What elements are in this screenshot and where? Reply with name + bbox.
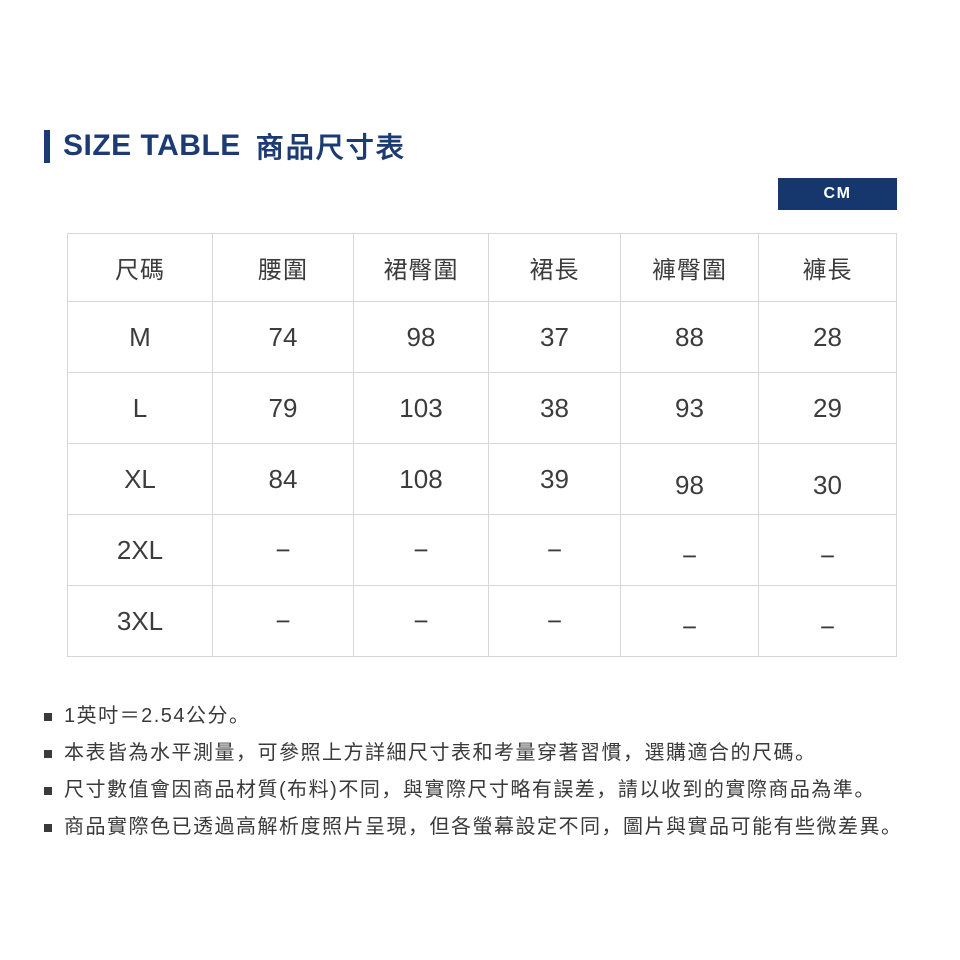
value-cell: − — [488, 585, 621, 657]
value-cell: 88 — [620, 301, 759, 373]
value-cell: 29 — [758, 372, 897, 444]
header-size: 尺碼 — [67, 233, 213, 302]
bullet-icon — [44, 786, 52, 795]
value-cell: 30 — [758, 443, 897, 515]
value-cell: − — [353, 514, 489, 586]
table-row-l: L 79 103 38 93 29 — [67, 372, 897, 444]
note-text: 本表皆為水平測量，可參照上方詳細尺寸表和考量穿著習慣，選購適合的尺碼。 — [64, 742, 817, 764]
note-item: 本表皆為水平測量，可參照上方詳細尺寸表和考量穿著習慣，選購適合的尺碼。 — [44, 741, 934, 765]
size-cell: XL — [67, 443, 213, 515]
value-cell: 98 — [620, 443, 759, 515]
bullet-icon — [44, 749, 52, 758]
value-cell: 84 — [212, 443, 354, 515]
page-title-en: SIZE TABLE — [63, 129, 241, 162]
footnotes: 1英吋＝2.54公分。 本表皆為水平測量，可參照上方詳細尺寸表和考量穿著習慣，選… — [44, 704, 934, 852]
size-cell: 2XL — [67, 514, 213, 586]
value-cell: 98 — [353, 301, 489, 373]
value-cell: − — [212, 514, 354, 586]
value-cell: 93 — [620, 372, 759, 444]
value-cell: − — [620, 585, 759, 657]
note-text: 商品實際色已透過高解析度照片呈現，但各螢幕設定不同，圖片與實品可能有些微差異。 — [64, 816, 903, 838]
value-cell: − — [488, 514, 621, 586]
bullet-icon — [44, 823, 52, 832]
header-skirt-length: 裙長 — [488, 233, 621, 302]
size-cell: 3XL — [67, 585, 213, 657]
value-cell: 37 — [488, 301, 621, 373]
table-row-2xl: 2XL − − − − − — [67, 514, 897, 586]
value-cell: 108 — [353, 443, 489, 515]
bullet-icon — [44, 712, 52, 721]
note-text: 尺寸數值會因商品材質(布料)不同，與實際尺寸略有誤差，請以收到的實際商品為準。 — [64, 779, 876, 801]
header-pants-length: 褲長 — [758, 233, 897, 302]
size-table: 尺碼 腰圍 裙臀圍 裙長 褲臀圍 褲長 M 74 98 37 88 28 L 7… — [67, 233, 897, 657]
value-cell: 38 — [488, 372, 621, 444]
value-cell: 103 — [353, 372, 489, 444]
value-cell: − — [620, 514, 759, 586]
note-item: 尺寸數值會因商品材質(布料)不同，與實際尺寸略有誤差，請以收到的實際商品為準。 — [44, 778, 934, 802]
page-title: SIZE TABLE 商品尺寸表 — [44, 126, 406, 166]
value-cell: − — [212, 585, 354, 657]
header-skirt-hip: 裙臀圍 — [353, 233, 489, 302]
value-cell: 39 — [488, 443, 621, 515]
note-item: 商品實際色已透過高解析度照片呈現，但各螢幕設定不同，圖片與實品可能有些微差異。 — [44, 815, 934, 839]
value-cell: − — [758, 514, 897, 586]
value-cell: − — [758, 585, 897, 657]
value-cell: 28 — [758, 301, 897, 373]
value-cell: 74 — [212, 301, 354, 373]
title-accent-bar — [44, 129, 50, 163]
note-text: 1英吋＝2.54公分。 — [64, 705, 251, 727]
header-pants-hip: 褲臀圍 — [620, 233, 759, 302]
header-waist: 腰圍 — [212, 233, 354, 302]
size-cell: L — [67, 372, 213, 444]
table-row-xl: XL 84 108 39 98 30 — [67, 443, 897, 515]
size-cell: M — [67, 301, 213, 373]
value-cell: − — [353, 585, 489, 657]
table-row-3xl: 3XL − − − − − — [67, 585, 897, 657]
value-cell: 79 — [212, 372, 354, 444]
table-row-m: M 74 98 37 88 28 — [67, 301, 897, 373]
table-header-row: 尺碼 腰圍 裙臀圍 裙長 褲臀圍 褲長 — [67, 233, 897, 302]
note-item: 1英吋＝2.54公分。 — [44, 704, 934, 728]
unit-badge: CM — [778, 178, 897, 210]
page-title-zh: 商品尺寸表 — [255, 132, 406, 163]
